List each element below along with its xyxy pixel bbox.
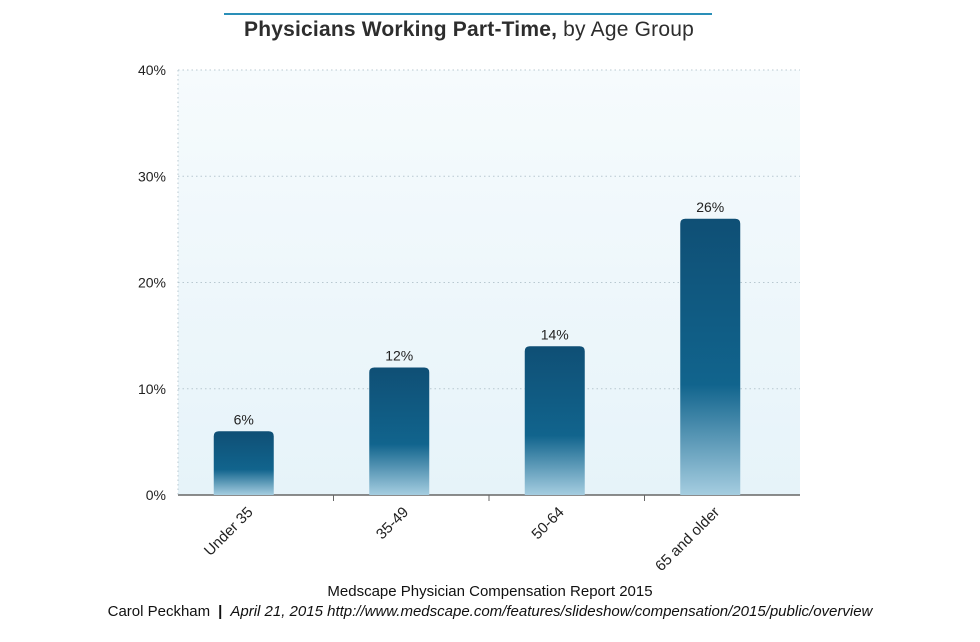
y-tick-label: 0% [146,487,166,503]
bar-value-label: 12% [385,348,413,364]
bar-chart-svg: 0% 10% 20% 30% 40% 6% Under 35 12% 35-49 14% 50-64… [138,62,800,575]
chart-title-rest: by Age Group [557,18,694,41]
y-tick-label: 30% [138,168,166,184]
bars [213,218,741,495]
bar [680,218,741,495]
x-tick-label: Under 35 [201,504,257,560]
bar [369,367,430,495]
bar-value-label: 26% [696,199,724,215]
source-url: http://www.medscape.com/features/slidesh… [327,603,873,620]
bar [524,346,585,495]
title-rule [224,13,712,15]
chart-title-bold: Physicians Working Part-Time, [244,18,558,41]
y-tick-label: 20% [138,275,166,291]
y-tick-label: 40% [138,62,166,78]
source-separator: | [218,603,223,620]
x-tick-label: 65 and older [652,504,723,575]
source-citation: Carol Peckham | April 21, 2015 http://www.… [0,603,980,620]
bar-value-label: 14% [541,326,569,342]
x-tick-label: 50-64 [528,504,567,543]
bar-value-label: 6% [234,411,254,427]
bar [213,431,274,495]
x-tick-label: 35-49 [373,504,412,543]
y-tick-label: 10% [138,381,166,397]
source-title: Medscape Physician Compensation Report 2… [327,583,653,600]
chart-title: Physicians Working Part-Time, by Age Gro… [0,18,938,42]
source-date: April 21, 2015 [230,603,323,620]
source-author: Carol Peckham [107,603,211,620]
